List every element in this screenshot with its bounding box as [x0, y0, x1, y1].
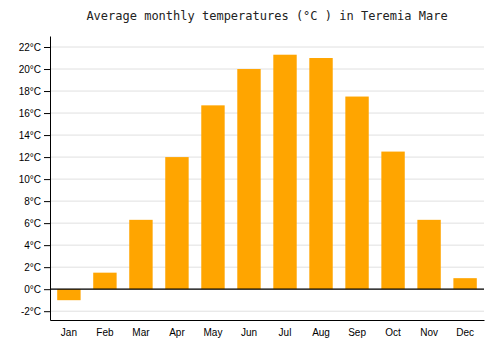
y-tick-mark: [44, 311, 50, 312]
y-tick-label: 16°C: [19, 108, 41, 119]
y-tick-mark: [44, 47, 50, 48]
x-tick: Aug: [312, 327, 330, 338]
x-tick: Nov: [420, 327, 438, 338]
x-tick: May: [204, 327, 223, 338]
grid-line: [50, 157, 484, 158]
y-tick-mark: [44, 201, 50, 202]
y-tick-label: 8°C: [24, 196, 41, 207]
x-tick-label: Apr: [169, 327, 185, 338]
x-tick-label: Jul: [279, 327, 292, 338]
y-tick-label: 0°C: [24, 284, 41, 295]
bar: [273, 55, 296, 289]
x-tick: Jun: [241, 327, 257, 338]
y-tick: 10°C: [19, 174, 50, 185]
grid-line: [50, 113, 484, 114]
grid-line: [50, 47, 484, 48]
x-tick-label: Oct: [385, 327, 401, 338]
y-tick-mark: [44, 267, 50, 268]
x-tick: Dec: [456, 327, 474, 338]
y-tick: 8°C: [24, 196, 50, 207]
plot: -2°C 0°C 2°C 4°C 6°C 8°C 10°C 12°C 14°C 16°C 18°C 2…: [19, 37, 485, 339]
y-tick-label: 4°C: [24, 240, 41, 251]
y-tick-label: 20°C: [19, 64, 41, 75]
y-tick: 16°C: [19, 108, 50, 119]
y-tick-mark: [44, 223, 50, 224]
x-axis: Jan Feb Mar Apr May Jun Jul Aug Sep Oct Nov Dec: [51, 321, 485, 339]
grid-line: [50, 201, 484, 202]
bar: [165, 157, 188, 289]
bar: [201, 105, 224, 289]
x-tick: Apr: [169, 327, 185, 338]
y-tick-label: 2°C: [24, 262, 41, 273]
y-tick: 22°C: [19, 42, 50, 53]
bar: [309, 58, 332, 289]
x-tick-label: Mar: [132, 327, 150, 338]
y-tick-label: 10°C: [19, 174, 41, 185]
y-tick: 2°C: [24, 262, 50, 273]
x-tick-label: Aug: [312, 327, 330, 338]
x-tick: Jan: [61, 327, 77, 338]
y-tick-label: 22°C: [19, 42, 41, 53]
y-tick: 0°C: [24, 284, 50, 295]
grid-line: [50, 311, 484, 312]
zero-line: [50, 289, 484, 290]
y-tick-label: 14°C: [19, 130, 41, 141]
y-tick-label: 12°C: [19, 152, 41, 163]
bar: [93, 273, 116, 290]
grid-line: [50, 69, 484, 70]
grid-line: [50, 179, 484, 180]
y-tick-label: -2°C: [21, 306, 41, 317]
bar: [57, 289, 80, 300]
y-tick: 14°C: [19, 130, 50, 141]
bar: [417, 220, 440, 289]
y-tick: 4°C: [24, 240, 50, 251]
y-tick-mark: [44, 91, 50, 92]
y-axis: -2°C 0°C 2°C 4°C 6°C 8°C 10°C 12°C 14°C 16°C 18°C 2…: [19, 37, 51, 321]
grid-line: [50, 135, 484, 136]
x-tick-label: Sep: [348, 327, 366, 338]
y-tick: 12°C: [19, 152, 50, 163]
y-tick-mark: [44, 179, 50, 180]
x-tick: Sep: [348, 327, 366, 338]
title: Average monthly temperatures (°C ) in Te…: [86, 9, 447, 23]
y-tick-mark: [44, 113, 50, 114]
x-tick: Oct: [385, 327, 401, 338]
grid-line: [50, 91, 484, 92]
x-tick-label: Dec: [456, 327, 474, 338]
y-tick: -2°C: [21, 306, 50, 317]
x-tick-label: May: [204, 327, 223, 338]
y-tick: 6°C: [24, 218, 50, 229]
grid: [50, 47, 484, 311]
x-tick: Feb: [96, 327, 114, 338]
y-tick: 20°C: [19, 64, 50, 75]
x-tick-label: Feb: [96, 327, 114, 338]
bar: [237, 69, 260, 289]
x-axis-line: [51, 320, 485, 321]
x-tick: Mar: [132, 327, 150, 338]
x-tick-label: Jan: [61, 327, 77, 338]
y-axis-line: [50, 37, 51, 321]
bar: [381, 152, 404, 290]
x-tick-label: Jun: [241, 327, 257, 338]
x-tick: Jul: [279, 327, 292, 338]
bars: [57, 55, 477, 300]
chart: -2°C 0°C 2°C 4°C 6°C 8°C 10°C 12°C 14°C 16°C 18°C 2…: [0, 0, 500, 350]
bar: [345, 97, 368, 290]
x-tick-label: Nov: [420, 327, 438, 338]
y-tick-mark: [44, 157, 50, 158]
y-tick-mark: [44, 135, 50, 136]
y-tick-mark: [44, 289, 50, 290]
y-tick-label: 6°C: [24, 218, 41, 229]
y-tick-mark: [44, 69, 50, 70]
y-tick: 18°C: [19, 86, 50, 97]
y-tick-mark: [44, 245, 50, 246]
bar: [453, 278, 476, 289]
grid-line: [50, 289, 484, 290]
bar: [129, 220, 152, 289]
y-tick-label: 18°C: [19, 86, 41, 97]
